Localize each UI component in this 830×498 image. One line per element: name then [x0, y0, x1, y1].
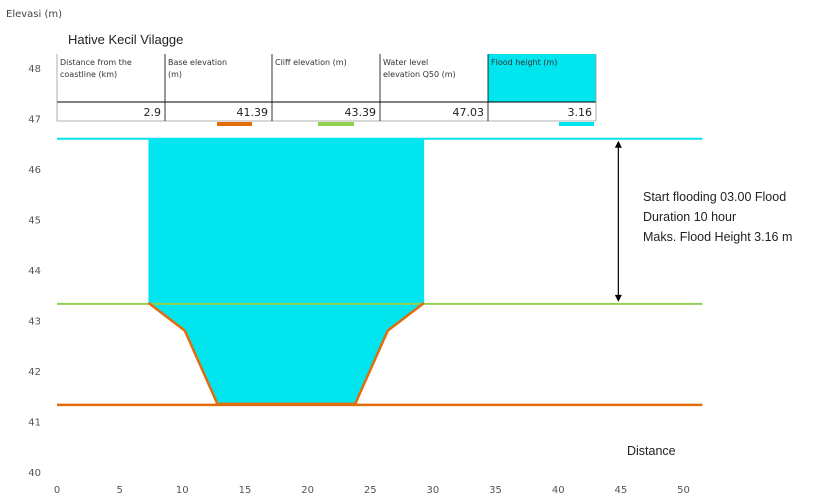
- table-value: 41.39: [237, 106, 269, 119]
- x-axis-title: Distance: [627, 444, 676, 458]
- flood-height-arrow: [614, 140, 622, 302]
- flood-area: [148, 138, 425, 404]
- y-tick-label: 47: [28, 115, 41, 126]
- y-axis: 40 41 42 43 44 45 46 47 48: [28, 64, 41, 479]
- table-value: 47.03: [453, 106, 485, 119]
- x-tick-label: 20: [301, 485, 314, 496]
- y-axis-title: Elevasi (m): [6, 9, 62, 20]
- x-tick-label: 50: [677, 485, 690, 496]
- y-tick-label: 41: [28, 418, 41, 429]
- arrow-head-top: [614, 140, 622, 148]
- legend-swatch: [559, 122, 594, 126]
- y-tick-label: 42: [28, 367, 41, 378]
- annotation-line: Maks. Flood Height 3.16 m: [643, 230, 792, 244]
- chart-title: Hative Kecil Vilagge: [68, 32, 183, 47]
- table-header: Base elevation: [168, 58, 227, 67]
- x-tick-label: 40: [552, 485, 565, 496]
- table-header: Water level: [383, 58, 428, 67]
- flood-annotation: Start flooding 03.00 Flood Duration 10 ho…: [643, 190, 792, 244]
- x-tick-label: 25: [364, 485, 377, 496]
- flood-height-header-fill: [488, 54, 596, 102]
- x-tick-label: 5: [116, 485, 122, 496]
- table-value: 43.39: [345, 106, 377, 119]
- y-tick-label: 44: [28, 266, 41, 277]
- table-value: 2.9: [144, 106, 162, 119]
- x-tick-label: 0: [54, 485, 60, 496]
- data-table: Distance from the coastline (km) Base elev…: [56, 54, 597, 126]
- arrow-head-bottom: [614, 294, 622, 302]
- table-value: 3.16: [568, 106, 593, 119]
- table-header: (m): [168, 70, 182, 79]
- x-tick-label: 10: [176, 485, 189, 496]
- table-header: Distance from the: [60, 58, 132, 67]
- table-header: Flood height (m): [491, 58, 557, 67]
- x-tick-label: 45: [614, 485, 627, 496]
- y-tick-label: 45: [28, 216, 41, 227]
- x-tick-label: 35: [489, 485, 502, 496]
- annotation-line: Duration 10 hour: [643, 210, 736, 224]
- x-axis: 0 5 10 15 20 25 30 35 40 45 50: [54, 485, 690, 496]
- y-tick-label: 48: [28, 64, 41, 75]
- table-header: coastline (km): [60, 70, 117, 79]
- plot-area: [57, 137, 703, 407]
- y-tick-label: 40: [28, 468, 41, 479]
- y-tick-label: 43: [28, 317, 41, 328]
- legend-swatch: [217, 122, 252, 126]
- x-tick-label: 30: [427, 485, 440, 496]
- annotation-line: Start flooding 03.00 Flood: [643, 190, 786, 204]
- y-tick-label: 46: [28, 165, 41, 176]
- table-header: Cliff elevation (m): [275, 58, 347, 67]
- channel-profile-line: [147, 301, 425, 406]
- table-header: elevation Q50 (m): [383, 70, 456, 79]
- x-tick-label: 15: [239, 485, 252, 496]
- legend-swatch: [318, 122, 354, 126]
